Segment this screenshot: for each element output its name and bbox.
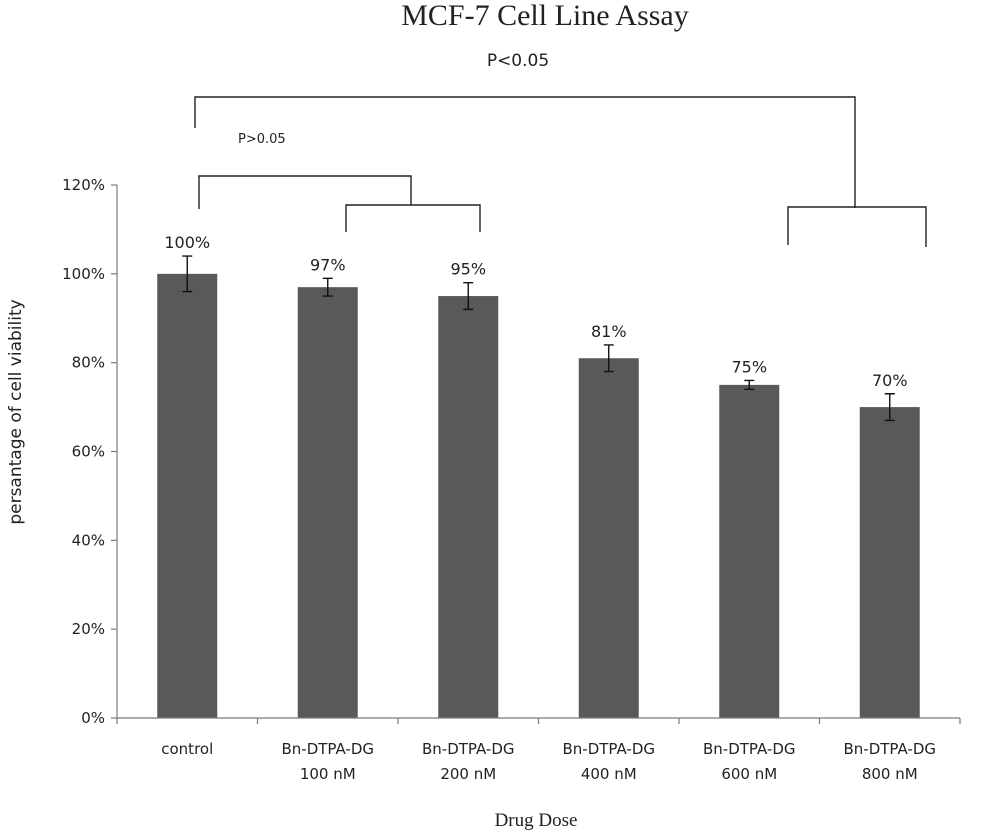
bar [578,358,639,718]
error-bar [463,282,474,311]
significance-brackets [194,96,927,247]
data-label: 100% [164,233,210,252]
x-axis-label: Drug Dose [495,810,578,831]
data-label: 70% [872,371,908,390]
y-tick-label: 120% [62,176,105,194]
bar [297,287,358,718]
outer-bracket [194,96,856,208]
error-bars-group [182,255,895,422]
error-bar [744,379,755,391]
x-tick-label: Bn-DTPA-DG [703,740,796,758]
x-tick-label: Bn-DTPA-DG [562,740,655,758]
bar [438,296,499,718]
x-tick-label: Bn-DTPA-DG [281,740,374,758]
error-bar [884,393,895,422]
x-tick-label: control [161,740,213,758]
error-bar [182,255,193,293]
x-tick-label: 200 nM [440,765,496,783]
data-label: 75% [731,357,767,376]
y-axis: 0% 20% 40% 60% 80% 100% 120% [62,176,118,727]
y-tick-label: 80% [72,354,105,372]
inner-sub-bracket [345,204,481,232]
y-tick-label: 100% [62,265,105,283]
data-labels-group: 100% 97% 95% 81% 75% 70% [164,233,907,390]
y-tick-label: 0% [81,709,105,727]
bar [859,407,920,718]
x-tick-label: 400 nM [581,765,637,783]
x-tick-label: 100 nM [300,765,356,783]
x-tick-label: 800 nM [862,765,918,783]
y-tick-label: 20% [72,620,105,638]
error-bar [603,344,614,373]
inner-bracket [198,175,412,209]
x-tick-label: 600 nM [721,765,777,783]
right-bracket [787,206,927,247]
y-tick-label: 40% [72,531,105,549]
error-bar [322,277,333,297]
data-label: 95% [450,260,486,279]
inner-p-annotation: P>0.05 [238,132,286,147]
data-label: 97% [310,255,346,274]
y-axis-label: persantage of cell viability [6,299,26,524]
x-tick-label: Bn-DTPA-DG [422,740,515,758]
data-label: 81% [591,322,627,341]
x-tick-label: Bn-DTPA-DG [843,740,936,758]
x-axis: control Bn-DTPA-DG 100 nM Bn-DTPA-DG 200 nM B… [116,717,961,783]
outer-p-annotation: P<0.05 [487,51,549,71]
bar [719,384,780,718]
bar [157,273,218,718]
chart-title: MCF-7 Cell Line Assay [401,0,689,32]
y-tick-label: 60% [72,443,105,461]
bars-group [157,273,920,718]
